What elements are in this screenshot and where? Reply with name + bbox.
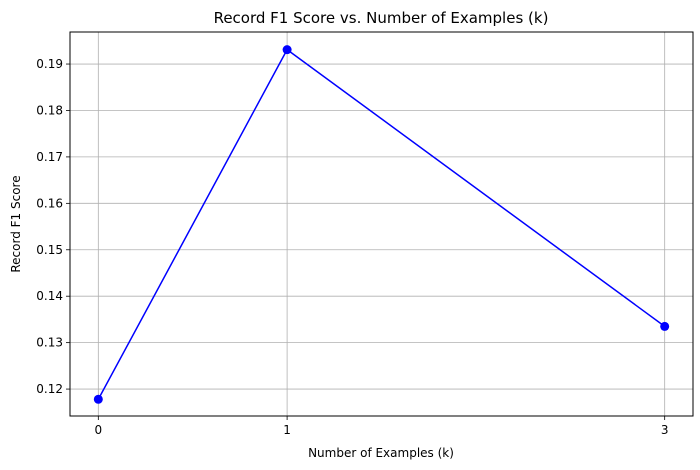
x-axis-label: Number of Examples (k)	[308, 446, 454, 460]
y-tick-label: 0.15	[36, 243, 63, 257]
data-point	[660, 321, 670, 331]
y-tick-label: 0.14	[36, 289, 63, 303]
data-point	[282, 45, 292, 55]
y-tick-label: 0.19	[36, 57, 63, 71]
y-tick-label: 0.13	[36, 336, 63, 350]
x-tick-label: 3	[661, 423, 669, 437]
x-tick-label: 0	[94, 423, 102, 437]
series-layer	[93, 45, 670, 404]
plot-frame	[69, 31, 694, 417]
series-line	[97, 48, 666, 400]
y-axis-label: Record F1 Score	[9, 175, 23, 272]
chart-title: Record F1 Score vs. Number of Examples (…	[214, 9, 549, 27]
data-point	[93, 394, 103, 404]
y-tick-label: 0.17	[36, 150, 63, 164]
y-tick-label: 0.16	[36, 196, 63, 210]
grid	[70, 32, 693, 416]
ticks: 0 1 3 0.12 0.13 0.14 0.15 0.16 0.17 0.18 0.19	[36, 57, 668, 437]
x-tick-label: 1	[283, 423, 291, 437]
y-tick-label: 0.12	[36, 382, 63, 396]
y-tick-label: 0.18	[36, 103, 63, 117]
